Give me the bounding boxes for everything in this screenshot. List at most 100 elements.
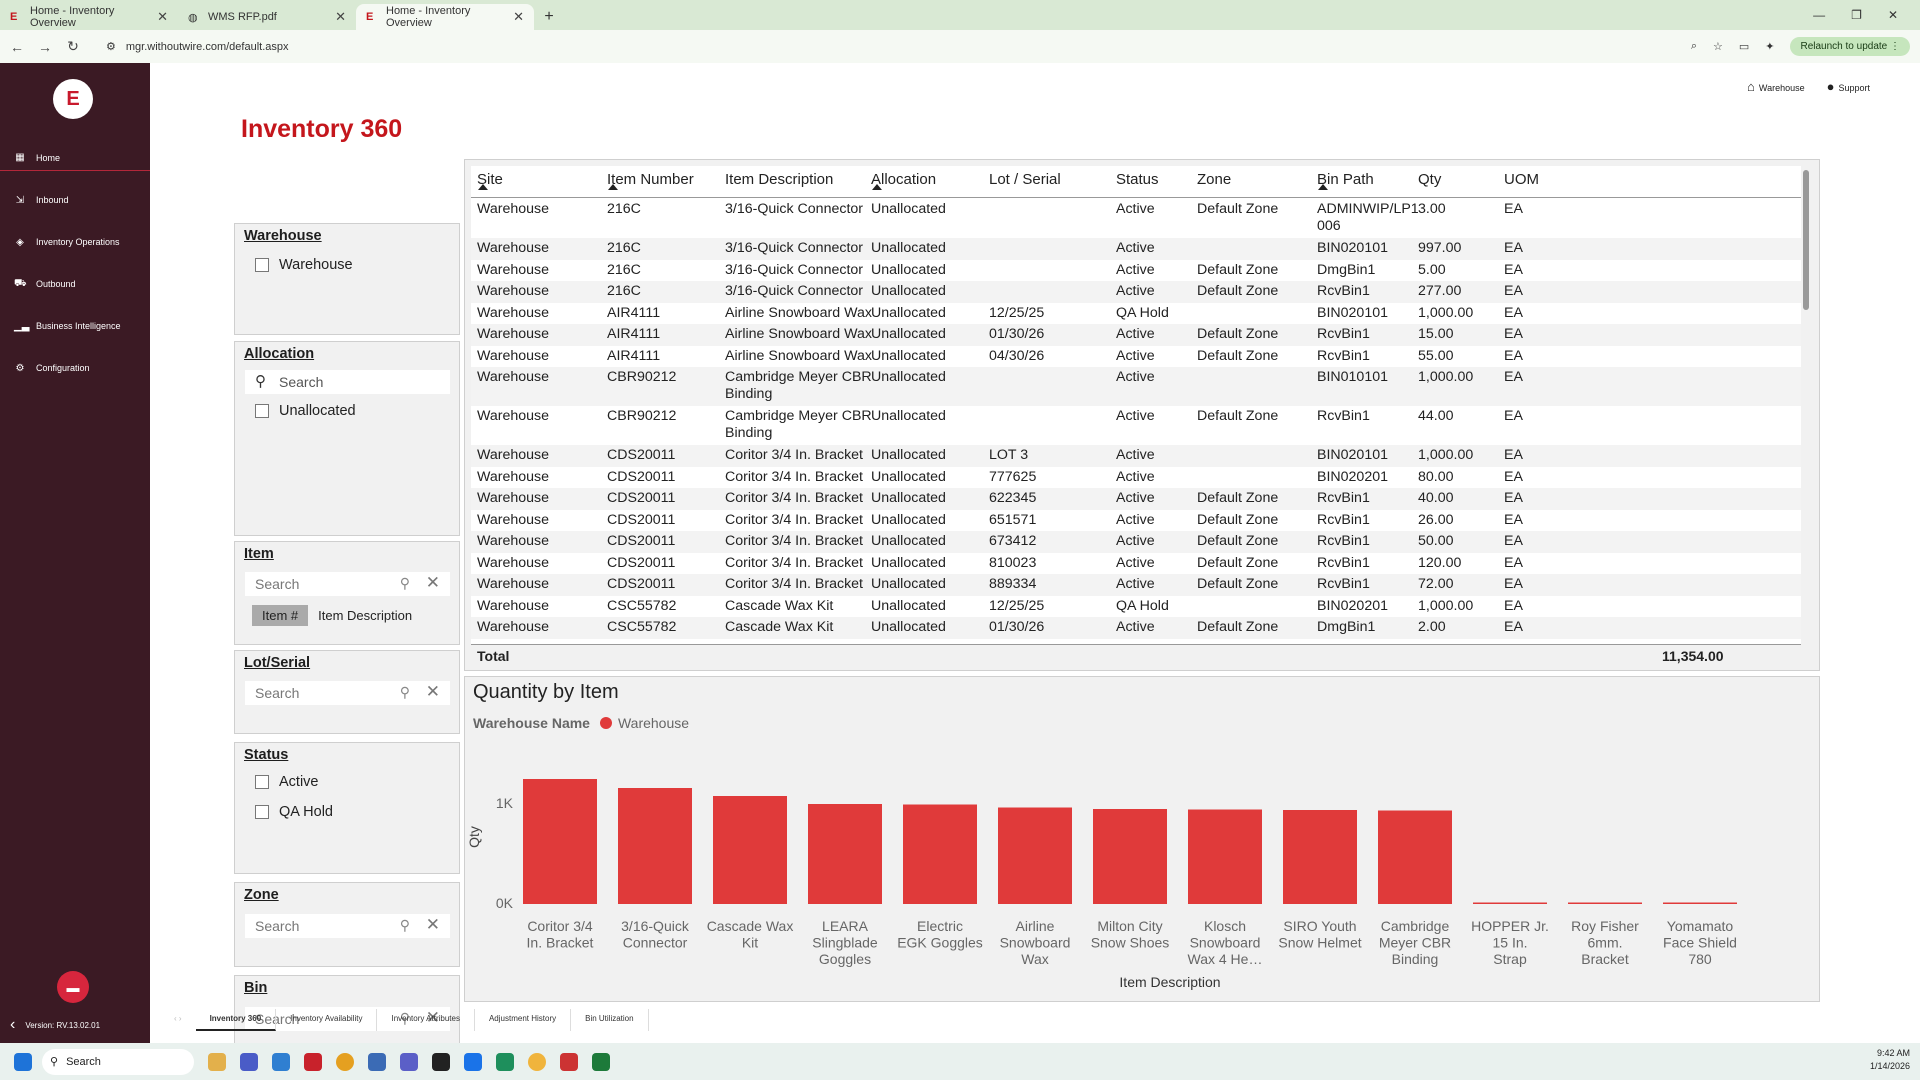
table-row[interactable]: Warehouse 216C 3/16-Quick Connector Unalloc… <box>471 199 1801 238</box>
table-row[interactable]: Warehouse CBR90212 Cambridge Meyer CBR Bin… <box>471 406 1801 445</box>
chart-bar[interactable] <box>618 788 692 904</box>
windows-start-icon[interactable] <box>14 1052 32 1071</box>
file-explorer-icon[interactable] <box>208 1052 226 1071</box>
warehouse-checkbox[interactable]: Warehouse <box>255 257 353 273</box>
chart-bar[interactable] <box>713 796 787 904</box>
chrome-icon[interactable] <box>528 1052 546 1071</box>
back-icon[interactable]: ← <box>10 38 24 55</box>
forward-icon[interactable]: → <box>38 38 52 55</box>
sidebar-item-inventory-operations[interactable]: ◈ Inventory Operations <box>0 229 150 255</box>
taskbar-search[interactable]: ⚲ Search <box>42 1048 194 1075</box>
bottom-tab[interactable]: Inventory 360 <box>195 1009 277 1031</box>
column-header[interactable]: Zone <box>1197 171 1232 188</box>
extension-icon[interactable]: ✦ <box>1765 41 1775 53</box>
column-header[interactable]: Bin Path <box>1317 171 1374 188</box>
teams-icon[interactable] <box>400 1052 418 1071</box>
item-number-toggle[interactable]: Item # <box>252 605 309 626</box>
close-icon[interactable]: ✕ <box>157 9 168 24</box>
clear-icon[interactable]: ✕ <box>425 682 440 701</box>
table-row[interactable]: Warehouse 216C 3/16-Quick Connector Unalloc… <box>471 281 1801 303</box>
chat-button[interactable]: ▬ <box>57 971 89 1003</box>
chart-bar[interactable] <box>1473 902 1547 905</box>
close-icon[interactable]: ✕ <box>513 9 524 24</box>
chart-bar[interactable] <box>998 807 1072 905</box>
chart-bar[interactable] <box>1663 902 1737 905</box>
clear-icon[interactable]: ✕ <box>425 915 440 934</box>
column-header[interactable]: Allocation <box>871 171 937 188</box>
sidebar-item-outbound[interactable]: ⛟ Outbound <box>0 271 150 297</box>
table-row[interactable]: Warehouse AIR4111 Airline Snowboard Wax Una… <box>471 303 1801 325</box>
browser-tab-active[interactable]: E Home - Inventory Overview ✕ <box>356 4 534 30</box>
bottom-tab[interactable]: Adjustment History <box>475 1009 572 1031</box>
table-row[interactable]: Warehouse CDS20011 Coritor 3/4 In. Bracket… <box>471 467 1801 489</box>
maximize-icon[interactable]: ❐ <box>1851 8 1862 22</box>
bottom-tab[interactable]: Bin Utilization <box>571 1009 649 1031</box>
logo[interactable]: E <box>53 79 93 119</box>
reload-icon[interactable]: ↻ <box>67 38 79 54</box>
bin-search-input[interactable]: Search ⚲ ✕ <box>245 1007 450 1031</box>
collapse-chevron-icon[interactable]: ‹ <box>10 1016 16 1033</box>
column-header[interactable]: UOM <box>1504 171 1539 188</box>
table-row[interactable]: Warehouse 216C 3/16-Quick Connector Unalloc… <box>471 238 1801 260</box>
table-scrollbar[interactable] <box>1803 170 1809 310</box>
bottom-tab[interactable]: Inventory Attributes <box>377 1009 475 1031</box>
table-row[interactable]: Warehouse CBR90212 Cambridge Meyer CBR Bin… <box>471 367 1801 406</box>
qa-hold-checkbox[interactable]: QA Hold <box>255 804 333 820</box>
star-icon[interactable]: ☆ <box>1712 41 1723 53</box>
clear-icon[interactable]: ✕ <box>425 573 440 592</box>
site-info-icon[interactable]: ⚙ <box>106 41 116 53</box>
item-description-toggle[interactable]: Item Description <box>318 608 413 623</box>
table-row[interactable]: Warehouse CDS20011 Coritor 3/4 In. Bracket… <box>471 553 1801 575</box>
warehouse-selector[interactable]: ⌂ Warehouse <box>1747 79 1805 94</box>
column-header[interactable]: Status <box>1116 171 1159 188</box>
table-row[interactable]: Warehouse CDS20011 Coritor 3/4 In. Bracket… <box>471 574 1801 596</box>
zoom-icon[interactable]: ⌕ <box>1690 40 1697 52</box>
table-row[interactable]: Warehouse 216C 3/16-Quick Connector Unalloc… <box>471 260 1801 282</box>
browser-tab[interactable]: E Home - Inventory Overview ✕ <box>0 4 178 30</box>
outlook-icon[interactable] <box>464 1052 482 1071</box>
table-row[interactable]: Warehouse CSC55782 Cascade Wax Kit Unalloca… <box>471 617 1801 639</box>
close-window-icon[interactable]: ✕ <box>1887 8 1898 22</box>
unallocated-checkbox[interactable]: Unallocated <box>255 403 356 419</box>
app-icon[interactable] <box>496 1052 514 1071</box>
sidebar-item-home[interactable]: ▦ Home <box>0 145 150 171</box>
table-row[interactable]: Warehouse AIR4111 Airline Snowboard Wax Una… <box>471 346 1801 368</box>
chart-bar[interactable] <box>808 804 882 904</box>
url-field[interactable]: ⚙ mgr.withoutwire.com/default.aspx <box>98 36 1658 58</box>
chart-bar[interactable] <box>1093 809 1167 904</box>
app-icon[interactable] <box>304 1052 322 1071</box>
column-header[interactable]: Qty <box>1418 171 1442 188</box>
relaunch-button[interactable]: Relaunch to update ⋮ <box>1790 37 1910 56</box>
app-icon[interactable] <box>368 1052 386 1071</box>
sidebar-item-configuration[interactable]: ⚙ Configuration <box>0 355 150 381</box>
support-link[interactable]: ● Support <box>1826 79 1870 94</box>
app-icon[interactable] <box>272 1052 290 1071</box>
minimize-icon[interactable]: — <box>1813 8 1826 22</box>
chart-bar[interactable] <box>1283 810 1357 904</box>
sidebar-item-business-intelligence[interactable]: ▁▃ Business Intelligence <box>0 313 150 339</box>
app-icon[interactable] <box>432 1052 450 1071</box>
browser-tab[interactable]: ◍ WMS RFP.pdf ✕ <box>178 4 356 30</box>
column-header[interactable]: Item Description <box>725 171 834 188</box>
lot-serial-search-input[interactable]: Search ⚲ ✕ <box>245 681 450 705</box>
column-header[interactable]: Lot / Serial <box>989 171 1061 188</box>
new-tab-button[interactable]: + <box>544 8 554 25</box>
close-icon[interactable]: ✕ <box>335 9 346 24</box>
zone-search-input[interactable]: Search ⚲ ✕ <box>245 914 450 938</box>
active-checkbox[interactable]: Active <box>255 774 319 790</box>
table-row[interactable]: Warehouse CDS20011 Coritor 3/4 In. Bracket… <box>471 531 1801 553</box>
chart-bar[interactable] <box>903 804 977 905</box>
chart-bar[interactable] <box>1188 809 1262 905</box>
item-search-input[interactable]: Search ⚲ ✕ <box>245 572 450 596</box>
chrome-icon[interactable] <box>336 1052 354 1071</box>
sidebar-item-inbound[interactable]: ⇲ Inbound <box>0 187 150 213</box>
allocation-search-input[interactable]: ⚲ Search <box>245 370 450 394</box>
cast-icon[interactable]: ▭ <box>1738 41 1750 53</box>
table-row[interactable]: Warehouse AIR4111 Airline Snowboard Wax Una… <box>471 324 1801 346</box>
tab-scroll-arrows[interactable]: ‹ › <box>174 1014 182 1023</box>
excel-icon[interactable] <box>592 1052 610 1071</box>
table-row[interactable]: Warehouse CDS20011 Coritor 3/4 In. Bracket… <box>471 445 1801 467</box>
chart-bar[interactable] <box>1568 902 1642 905</box>
chart-bar[interactable] <box>1378 810 1452 905</box>
table-row[interactable]: Warehouse CSC55782 Cascade Wax Kit Unalloca… <box>471 596 1801 618</box>
